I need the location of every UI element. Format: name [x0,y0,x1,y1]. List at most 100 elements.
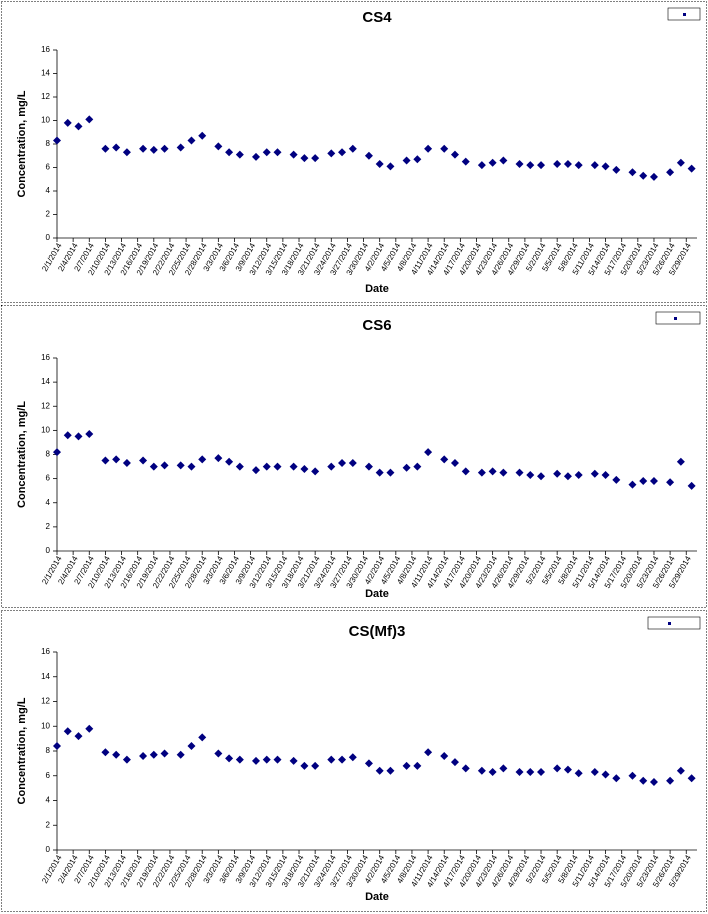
data-point [338,458,347,467]
y-tick-label: 2 [46,522,51,531]
data-point [327,755,336,764]
data-point [198,131,207,140]
data-point [676,158,685,167]
data-point [262,148,271,157]
y-tick-label: 14 [41,69,50,78]
data-point [553,469,562,478]
data-point [63,431,72,440]
data-point [85,115,94,124]
data-point [413,761,422,770]
data-point [563,472,572,481]
data-point [262,462,271,471]
data-point [176,750,185,759]
data-point [440,144,449,153]
data-point [461,467,470,476]
legend-box [647,616,701,630]
data-point [300,154,309,163]
data-point [450,458,459,467]
data-point [687,481,696,490]
data-point [101,456,110,465]
data-point [289,756,298,765]
data-point [590,768,599,777]
data-point [364,151,373,160]
data-point [214,142,223,151]
y-tick-label: 6 [46,474,51,483]
data-point [440,751,449,760]
data-point [612,165,621,174]
data-point [327,149,336,158]
data-point [424,748,433,757]
data-point [563,765,572,774]
data-point [112,143,121,152]
y-axis-label: Concentration, mg/L [16,697,28,804]
data-point [273,148,282,157]
data-point [289,462,298,471]
data-point [574,471,583,480]
data-point [300,464,309,473]
data-point [649,172,658,181]
data-point [235,462,244,471]
data-point [526,471,535,480]
data-point [273,462,282,471]
data-point [386,766,395,775]
data-point [413,155,422,164]
data-point [590,161,599,170]
y-tick-label: 0 [46,845,51,854]
data-point [402,761,411,770]
x-axis-label: Date [365,588,389,600]
data-point [450,150,459,159]
data-point [112,455,121,464]
data-point [628,168,637,177]
data-point [139,144,148,153]
data-point [440,455,449,464]
data-point [386,468,395,477]
data-point [676,766,685,775]
x-axis-label: Date [365,283,389,295]
data-point [639,171,648,180]
data-point [63,118,72,127]
y-tick-label: 16 [41,353,50,362]
data-point [149,462,158,471]
data-point [413,462,422,471]
data-point [375,468,384,477]
data-point [477,161,486,170]
data-point [53,742,61,751]
y-tick-label: 12 [41,401,50,410]
data-point [676,457,685,466]
data-point [122,755,131,764]
data-point [402,156,411,165]
y-axis-label: Concentration, mg/L [16,401,28,508]
data-point [311,467,320,476]
chart-title: CS6 [362,317,391,334]
data-point [101,144,110,153]
data-point [461,157,470,166]
data-point [590,469,599,478]
y-axis-label: Concentration, mg/L [16,90,28,197]
panel-border [1,610,707,912]
data-point [139,751,148,760]
y-tick-label: 14 [41,377,50,386]
data-point [402,463,411,472]
y-tick-label: 14 [41,672,50,681]
data-point [74,122,83,131]
data-point [348,458,357,467]
data-point [289,150,298,159]
y-tick-label: 4 [46,186,51,195]
data-point [628,480,637,489]
data-point [74,432,83,441]
data-point [375,159,384,168]
y-tick-label: 6 [46,771,51,780]
data-point [53,448,61,457]
data-point [101,748,110,757]
data-point [338,148,347,157]
data-point [601,471,610,480]
data-point [687,164,696,173]
data-point [112,750,121,759]
y-tick-label: 8 [46,746,51,755]
data-point [461,764,470,773]
data-point [198,455,207,464]
data-point [537,472,546,481]
y-tick-label: 10 [41,721,50,730]
